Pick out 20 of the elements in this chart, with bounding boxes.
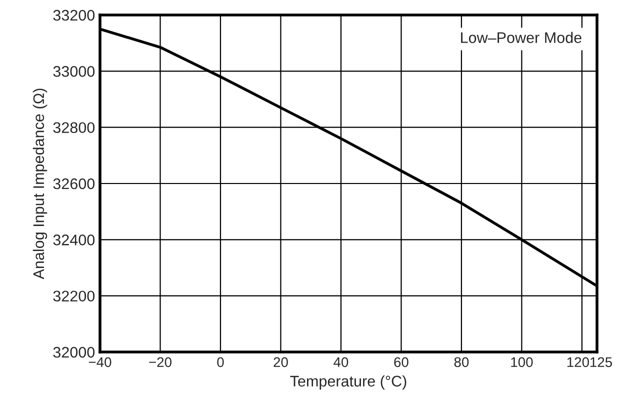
y-tick-label: 32600 [53,178,95,190]
y-tick-label: 32200 [53,290,95,302]
x-tick-label: 60 [394,357,408,368]
y-axis-title: Analog Input Impedance (Ω) [32,88,48,280]
x-tick-label: 100 [511,357,533,368]
x-tick-label: −40 [88,357,112,368]
x-tick-label: 120 [567,357,589,368]
y-tick-label: 33200 [53,10,95,21]
x-tick-label: 20 [274,357,288,368]
x-tick-label: 80 [454,357,469,368]
x-tick-label: −20 [149,357,172,368]
y-tick-label: 33000 [53,66,95,77]
y-tick-label: 32800 [53,122,95,134]
x-tick-label: 0 [217,357,224,368]
y-tick-label: 32000 [53,346,95,358]
x-axis-title: Temperature (°C) [290,375,406,390]
annotation: Low–Power Mode [461,32,582,44]
x-tick-label: 125 [590,357,612,368]
y-tick-label: 32400 [53,234,95,246]
x-tick-label: 40 [334,357,348,368]
